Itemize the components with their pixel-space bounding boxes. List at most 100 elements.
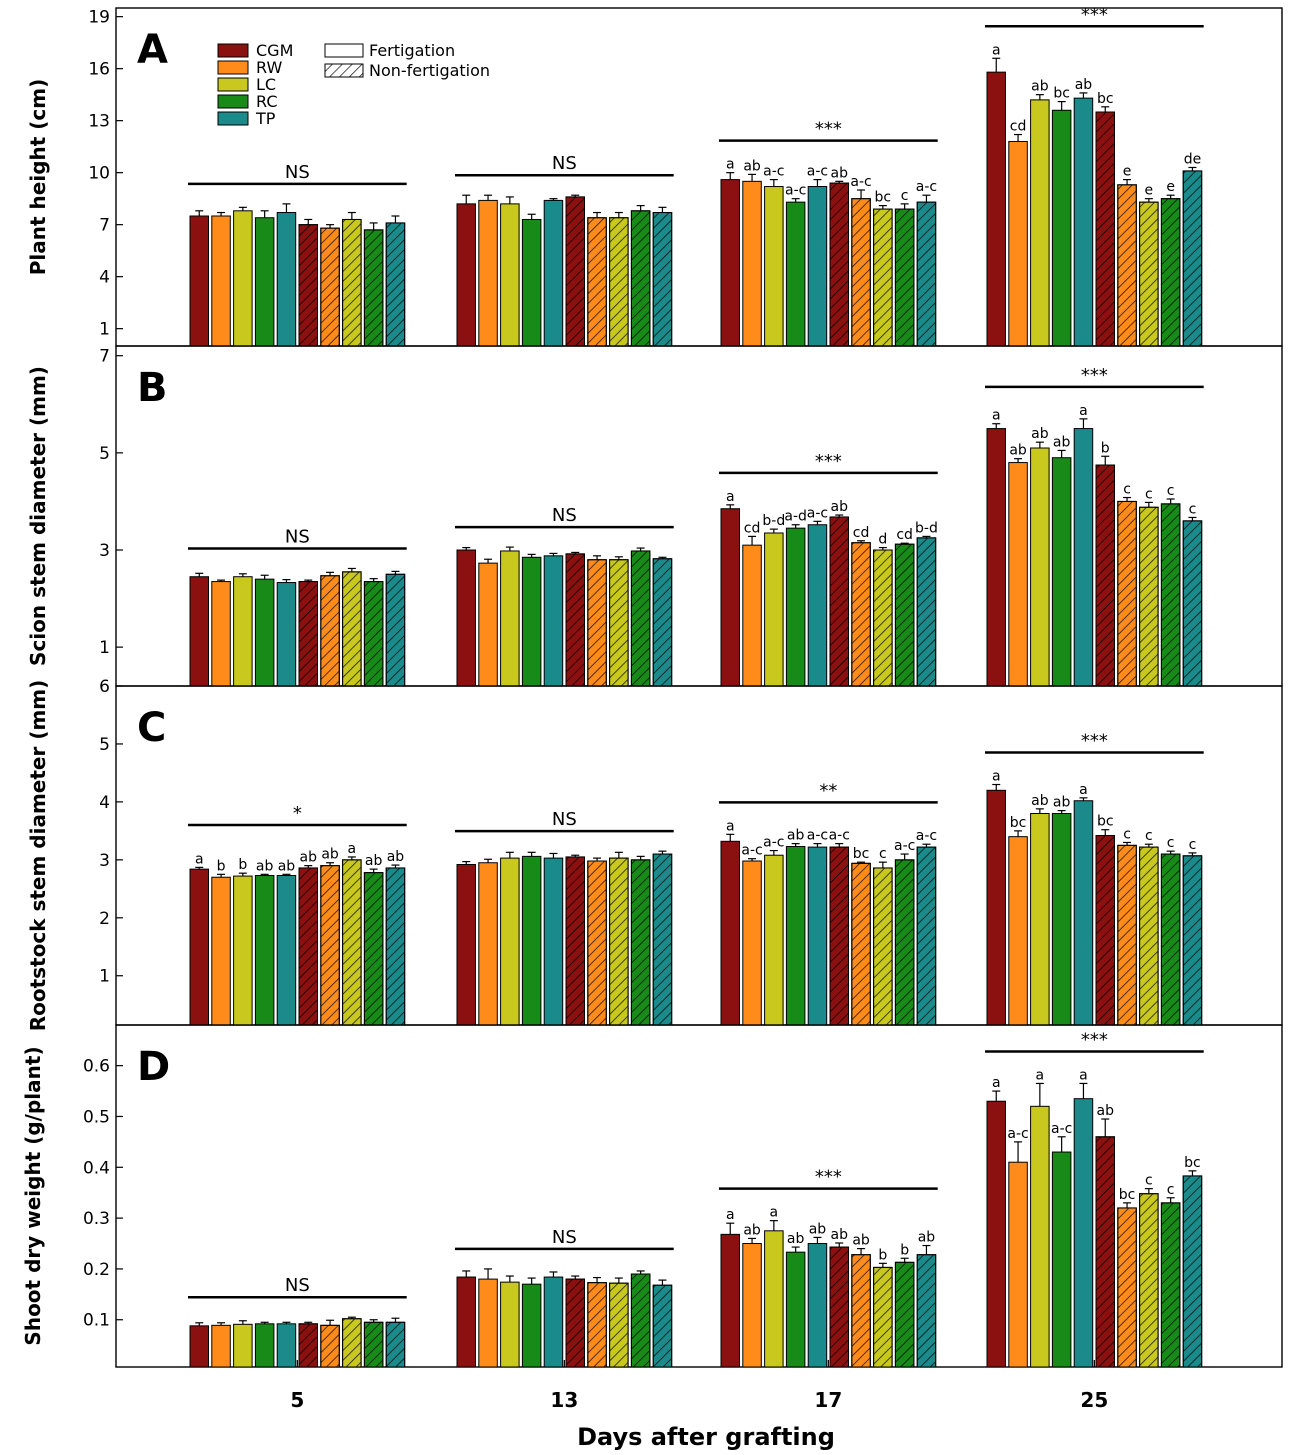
y-tick-label: 0.6 xyxy=(83,1057,110,1077)
bar-RW-f xyxy=(1008,140,1028,347)
bar-RC-f xyxy=(1051,1151,1072,1368)
y-tick-label: 13 xyxy=(88,112,110,132)
bar-hatch-overlay xyxy=(1095,835,1115,1026)
y-tick-label: 3 xyxy=(99,541,110,561)
bar-hatch-overlay xyxy=(916,846,937,1026)
significance-letter: c xyxy=(1123,482,1131,498)
bar-RC-f xyxy=(1051,457,1072,687)
significance-letter: ab xyxy=(365,853,383,869)
bar-LC-f xyxy=(1030,99,1050,347)
bar-CGM-f xyxy=(720,840,740,1026)
bar-hatch-overlay xyxy=(609,1282,629,1368)
significance-letter: ab xyxy=(1075,77,1093,93)
bar-hatch-overlay xyxy=(363,581,384,687)
bar-CGM-f xyxy=(456,1276,476,1368)
bar-hatch-overlay xyxy=(851,1254,871,1368)
bar-TP-f xyxy=(807,1243,828,1368)
bar-LC-f xyxy=(764,854,784,1026)
significance-letter: e xyxy=(1123,164,1132,180)
significance-letter: c xyxy=(1167,1182,1175,1198)
significance-letter: ab xyxy=(1009,443,1027,459)
legend-label-TP: TP xyxy=(255,109,276,128)
x-tick-label: 13 xyxy=(550,1388,578,1412)
bar-hatch-overlay xyxy=(1160,503,1181,687)
bar-hatch-overlay xyxy=(342,218,362,347)
bar-RW-f xyxy=(742,544,762,687)
bar-hatch-overlay xyxy=(385,573,406,687)
significance-label: *** xyxy=(1081,4,1108,25)
bar-hatch-overlay xyxy=(916,537,937,687)
significance-letter: a-c xyxy=(916,828,937,844)
significance-letter: c xyxy=(1167,835,1175,851)
bar-hatch-overlay xyxy=(1139,846,1159,1026)
legend-swatch-CGM xyxy=(217,43,249,58)
y-tick-label: 1 xyxy=(99,320,110,340)
bar-hatch-overlay xyxy=(829,516,849,687)
significance-letter: a xyxy=(1079,403,1088,419)
significance-letter: ab xyxy=(787,828,805,844)
bar-hatch-overlay xyxy=(1117,500,1137,687)
significance-letter: ab xyxy=(256,858,274,874)
significance-letter: bc xyxy=(875,190,892,206)
significance-letter: ab xyxy=(787,1231,805,1247)
significance-letter: c xyxy=(1167,483,1175,499)
bar-TP-f xyxy=(807,186,828,347)
bar-hatch-overlay xyxy=(851,862,871,1026)
significance-letter: c xyxy=(1189,501,1197,517)
bar-CGM-f xyxy=(189,1325,209,1368)
bar-hatch-overlay xyxy=(565,553,585,687)
bar-RC-f xyxy=(254,217,275,347)
bar-hatch-overlay xyxy=(630,859,651,1026)
bar-LC-f xyxy=(500,203,520,347)
y-tick-label: 4 xyxy=(99,268,110,288)
bar-RW-f xyxy=(478,1278,498,1368)
bar-hatch-overlay xyxy=(1117,844,1137,1026)
bar-CGM-f xyxy=(720,508,740,687)
bar-LC-f xyxy=(1030,812,1050,1026)
significance-label: *** xyxy=(1081,1029,1108,1050)
x-tick-label: 25 xyxy=(1080,1388,1108,1412)
bar-LC-f xyxy=(764,532,784,687)
significance-letter: c xyxy=(1145,828,1153,844)
bar-TP-f xyxy=(276,212,297,347)
significance-label: *** xyxy=(1081,365,1108,386)
bar-LC-f xyxy=(500,550,520,687)
significance-letter: b xyxy=(878,1247,887,1263)
y-tick-label: 2 xyxy=(99,909,110,929)
bar-hatch-overlay xyxy=(873,867,893,1026)
bar-group-day-5: NS xyxy=(188,1275,407,1368)
significance-letter: a-c xyxy=(763,164,784,180)
bar-RW-f xyxy=(478,862,498,1026)
y-tick-label: 7 xyxy=(99,347,110,367)
bar-hatch-overlay xyxy=(587,559,607,687)
legend-swatch-LC xyxy=(217,77,249,92)
bar-CGM-f xyxy=(456,549,476,687)
significance-letter: a xyxy=(1079,782,1088,798)
significance-letter: a xyxy=(726,818,735,834)
y-axis-label: Shoot dry weight (g/plant) xyxy=(21,1046,45,1345)
bar-hatch-overlay xyxy=(894,859,915,1026)
y-tick-label: 1 xyxy=(99,967,110,987)
bar-TP-f xyxy=(543,199,564,347)
y-tick-label: 5 xyxy=(99,444,110,464)
bar-RW-f xyxy=(211,215,231,347)
y-axis-label: Plant height (cm) xyxy=(26,79,50,275)
bar-CGM-f xyxy=(986,71,1006,347)
bar-CGM-f xyxy=(986,428,1006,687)
bar-RC-f xyxy=(785,846,806,1026)
legend-label-CGM: CGM xyxy=(256,41,293,60)
bar-hatch-overlay xyxy=(1117,184,1137,347)
x-axis: 5 13 17 25 Days after grafting xyxy=(290,1360,1108,1451)
bar-hatch-overlay xyxy=(342,859,362,1026)
bar-RC-f xyxy=(254,874,275,1026)
bar-hatch-overlay xyxy=(565,856,585,1026)
panel-frame xyxy=(115,1024,1283,1368)
bar-hatch-overlay xyxy=(385,867,406,1026)
bar-group-day-5: NS xyxy=(188,162,407,347)
significance-letter: ab xyxy=(852,1233,870,1249)
